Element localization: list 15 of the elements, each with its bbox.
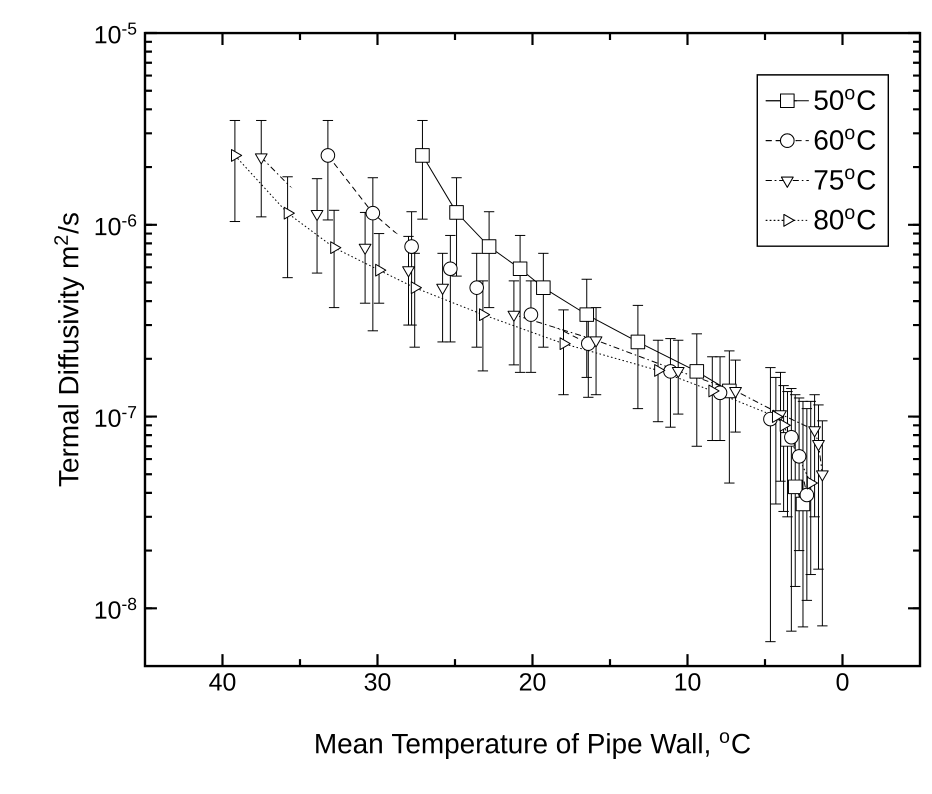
legend-label: 60$^{o}$C [814, 128, 876, 150]
x-axis-title: Mean Temperature of Pipe Wall, $^{o}$C [316, 732, 750, 759]
y-tick-label: 10$^{-7}$ [96, 406, 136, 428]
x-tick-label: 10 [676, 673, 700, 691]
y-tick-label: 10$^{-6}$ [96, 214, 136, 236]
y-tick-label: 10$^{-5}$ [96, 22, 136, 44]
y-axis-title: Termal Diffusivity m$^{2}$/s [54, 213, 84, 486]
x-tick-label: 0 [836, 673, 848, 691]
x-tick-label: 30 [364, 673, 390, 691]
x-tick-label: 20 [520, 673, 546, 691]
legend-label: 80$^{o}$C [814, 208, 876, 230]
x-tick-label: 40 [209, 673, 236, 691]
y-tick-label: 10$^{-8}$ [96, 598, 136, 619]
legend-label: 75$^{o}$C [814, 168, 876, 190]
legend-label: 50$^{o}$C [814, 88, 876, 110]
